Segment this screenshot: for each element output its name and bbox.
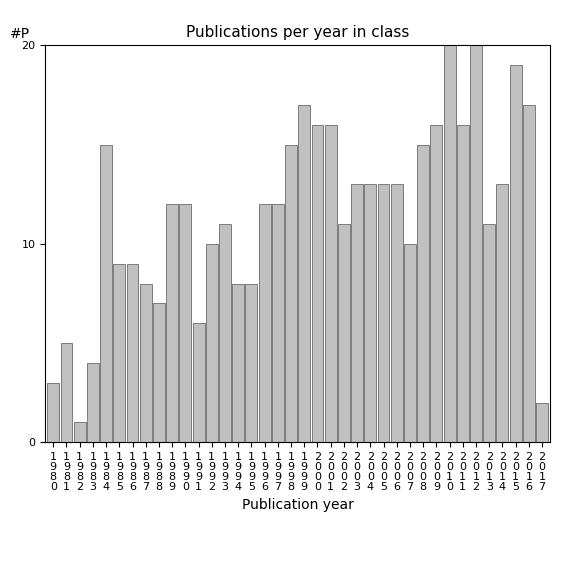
Bar	[285, 145, 297, 442]
Bar	[179, 204, 191, 442]
Bar	[47, 383, 59, 442]
Bar	[351, 184, 363, 442]
Bar	[126, 264, 138, 442]
Bar	[298, 105, 310, 442]
Bar	[113, 264, 125, 442]
Bar	[443, 45, 455, 442]
Bar	[166, 204, 178, 442]
Bar	[311, 125, 323, 442]
Bar	[246, 284, 257, 442]
Bar	[61, 343, 73, 442]
Bar	[470, 45, 482, 442]
Title: Publications per year in class: Publications per year in class	[186, 25, 409, 40]
Bar	[259, 204, 270, 442]
Bar	[497, 184, 509, 442]
Bar	[338, 224, 350, 442]
Bar	[457, 125, 469, 442]
Bar	[391, 184, 403, 442]
Bar	[378, 184, 390, 442]
Bar	[193, 323, 205, 442]
Bar	[153, 303, 165, 442]
X-axis label: Publication year: Publication year	[242, 497, 354, 511]
Bar	[232, 284, 244, 442]
Bar	[430, 125, 442, 442]
Bar	[536, 403, 548, 442]
Bar	[100, 145, 112, 442]
Bar	[219, 224, 231, 442]
Bar	[206, 244, 218, 442]
Bar	[365, 184, 376, 442]
Bar	[510, 65, 522, 442]
Bar	[417, 145, 429, 442]
Text: #P: #P	[10, 27, 30, 41]
Bar	[74, 422, 86, 442]
Bar	[483, 224, 495, 442]
Bar	[325, 125, 337, 442]
Bar	[404, 244, 416, 442]
Bar	[272, 204, 284, 442]
Bar	[87, 363, 99, 442]
Bar	[140, 284, 152, 442]
Bar	[523, 105, 535, 442]
